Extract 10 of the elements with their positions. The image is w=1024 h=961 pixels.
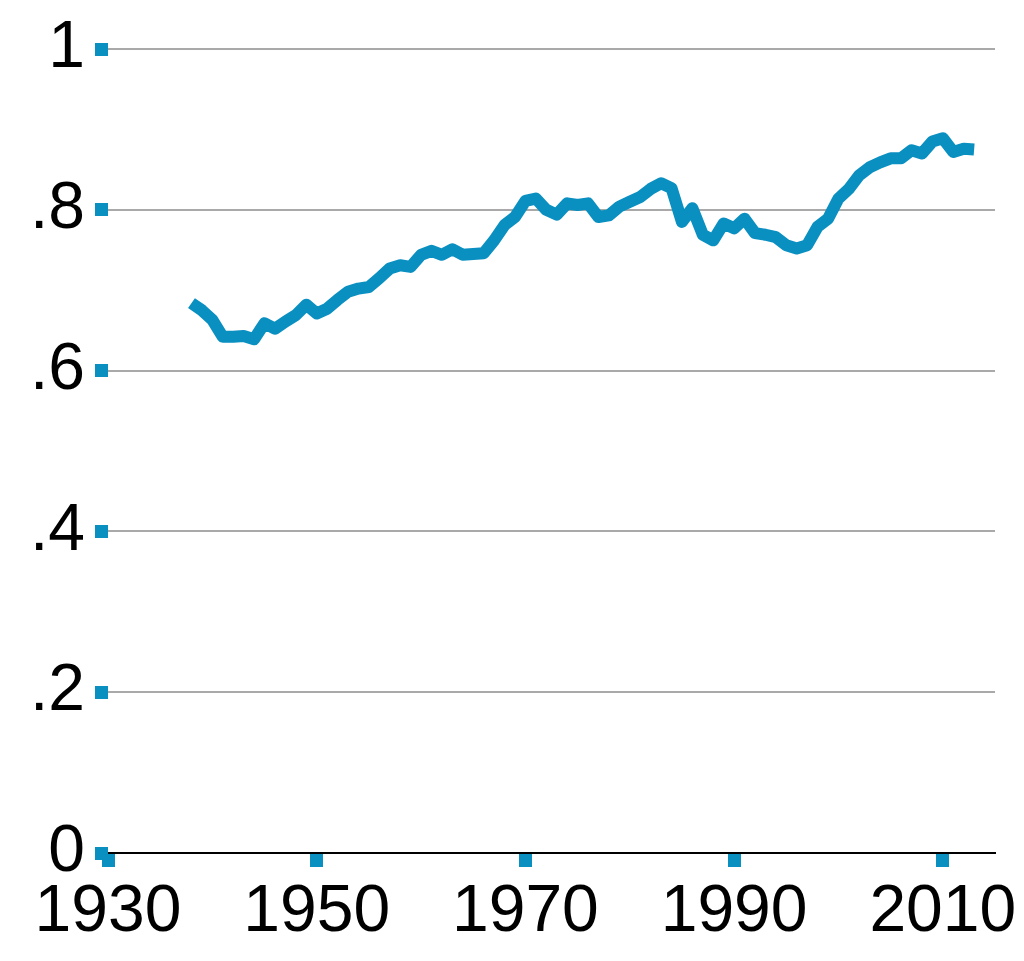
x-tick-label: 1950 bbox=[243, 870, 391, 945]
y-tick-label: 1 bbox=[48, 7, 85, 82]
x-tick-label: 1970 bbox=[452, 870, 599, 945]
y-tick-label: .8 bbox=[29, 168, 85, 242]
y-tick-label: .2 bbox=[29, 650, 85, 725]
y-tick-label: .4 bbox=[29, 489, 85, 564]
x-tick-label: 2010 bbox=[869, 870, 1017, 945]
y-tick-label: .6 bbox=[29, 328, 85, 403]
y-tick-label: 0 bbox=[48, 811, 85, 886]
x-tick-label: 1990 bbox=[660, 870, 808, 945]
